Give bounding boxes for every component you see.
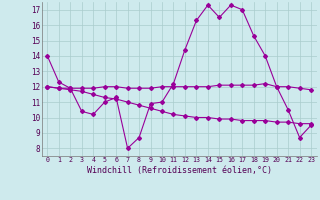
X-axis label: Windchill (Refroidissement éolien,°C): Windchill (Refroidissement éolien,°C) <box>87 166 272 175</box>
